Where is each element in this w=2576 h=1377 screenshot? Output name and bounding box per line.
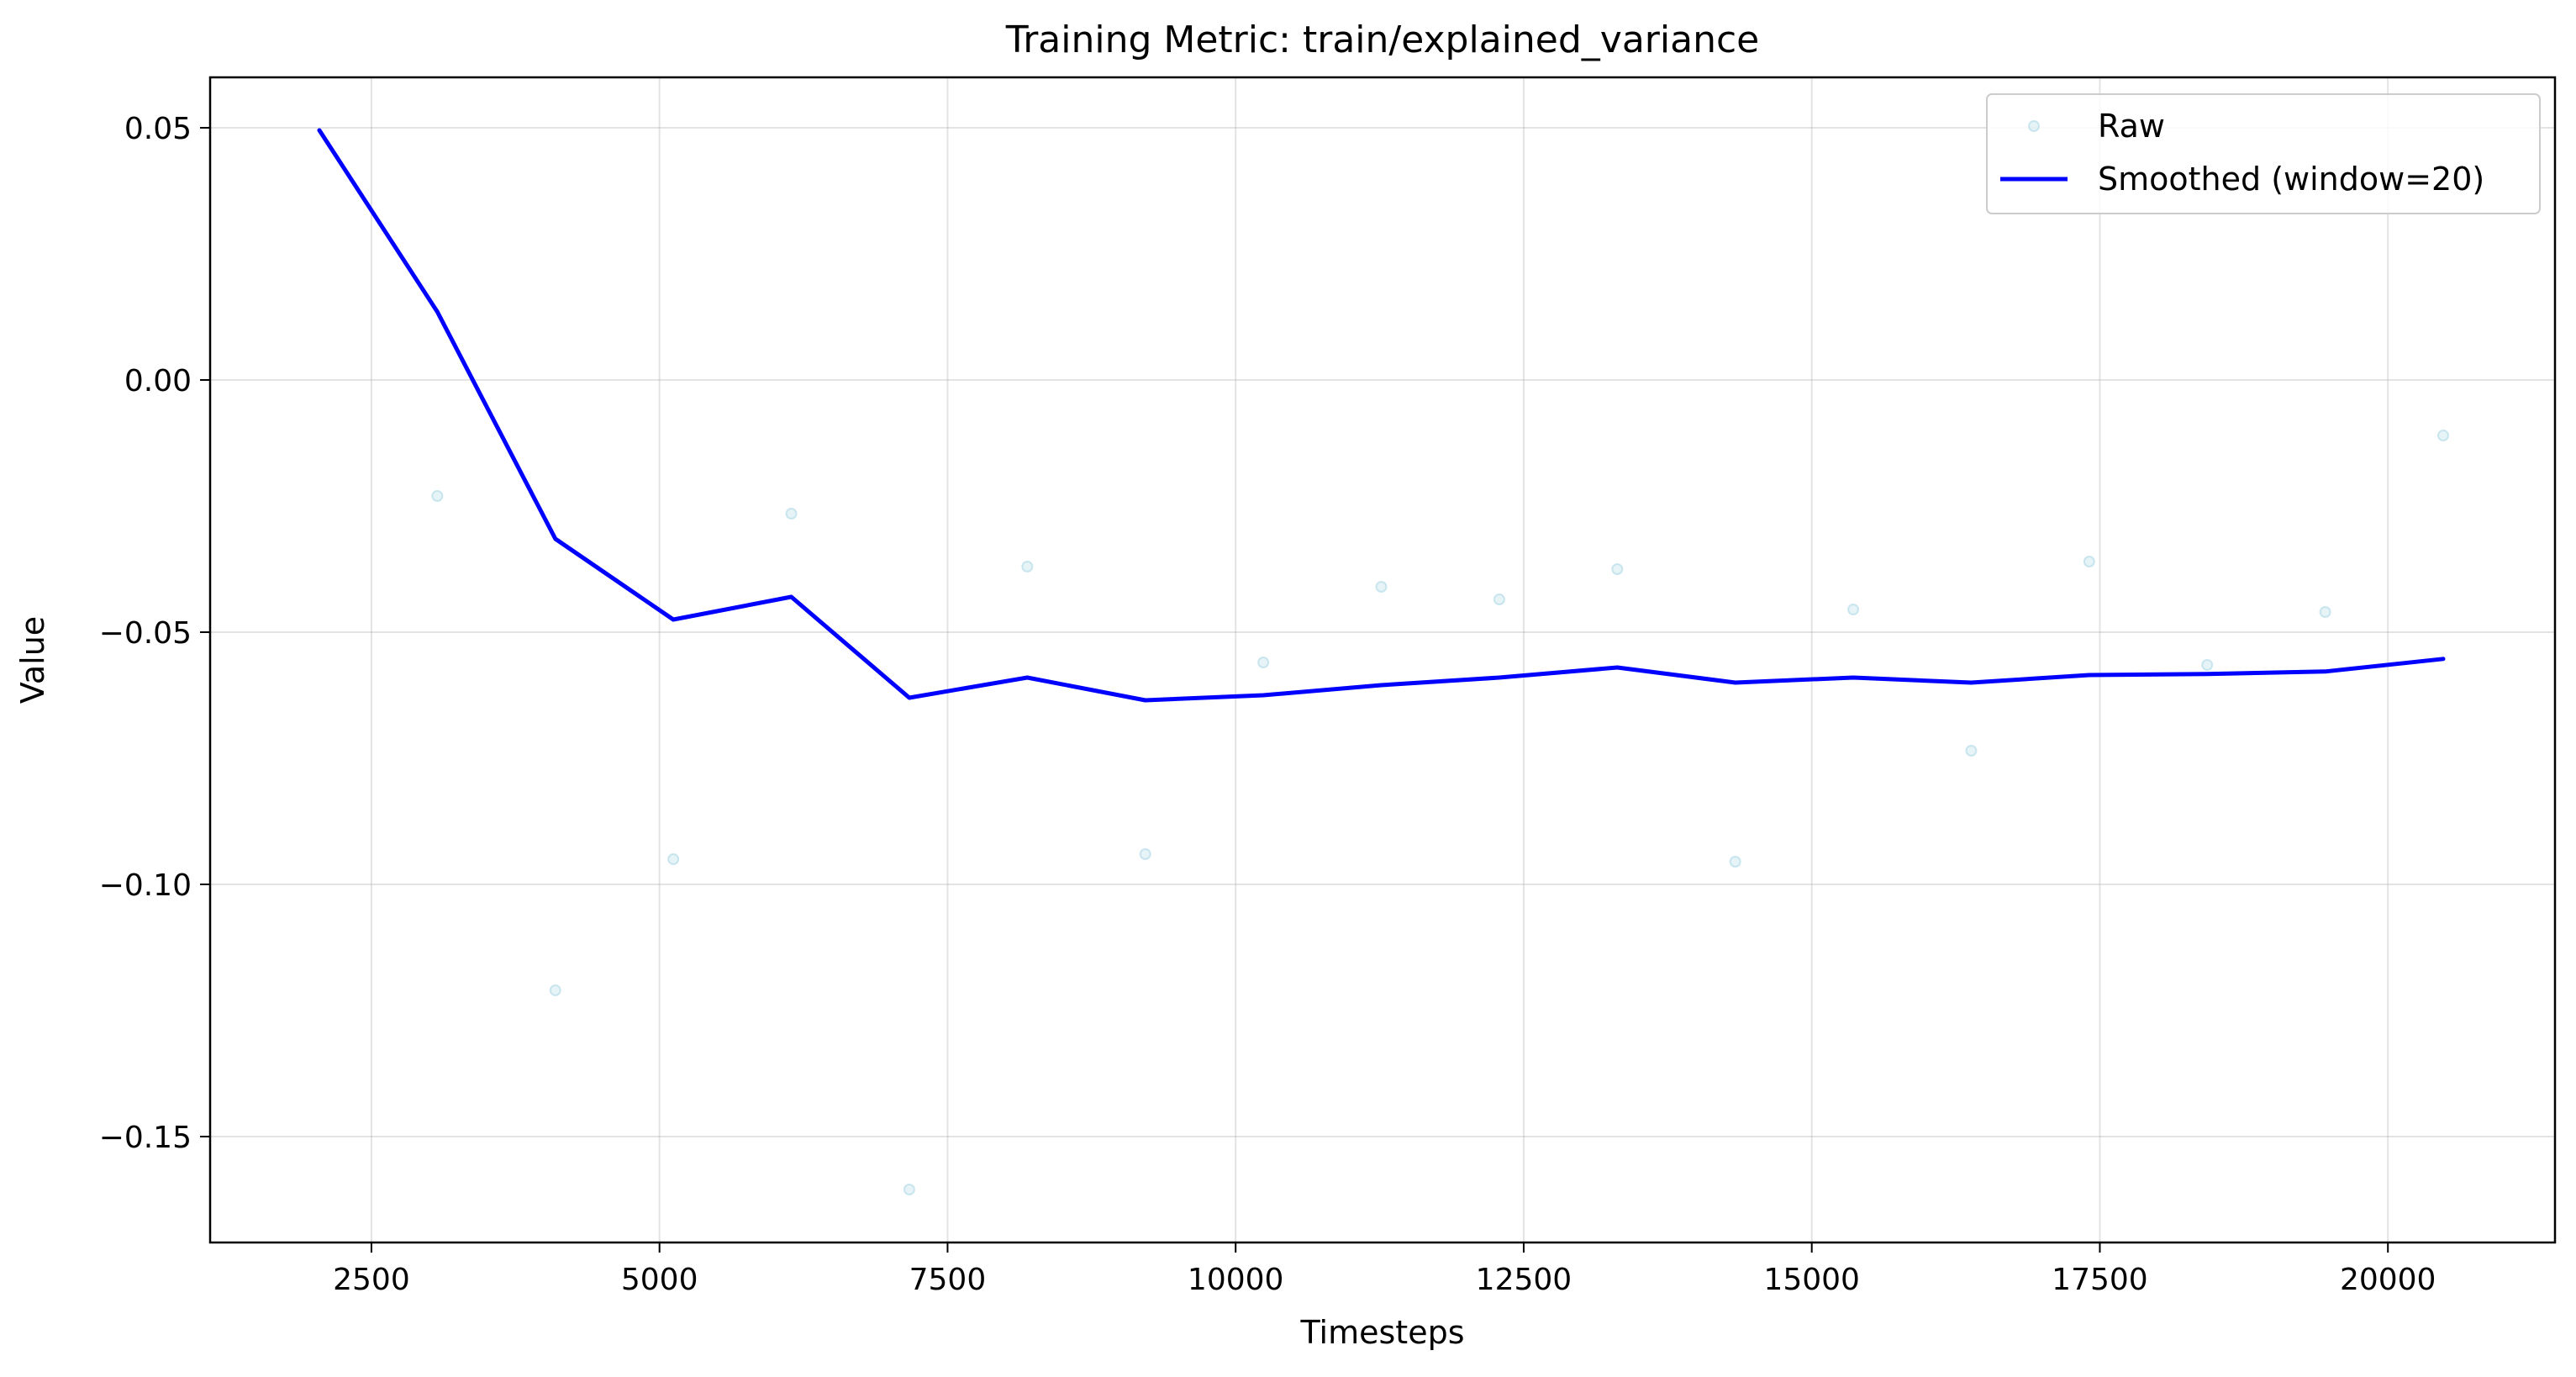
x-tick-label: 12500	[1476, 1263, 1572, 1297]
raw-data-point	[903, 1184, 915, 1195]
chart-title: Training Metric: train/explained_varianc…	[1005, 18, 1759, 61]
grid	[210, 77, 2555, 1242]
legend-box	[1986, 93, 2541, 214]
smoothed-line	[317, 128, 2446, 703]
x-tick-label: 5000	[621, 1263, 698, 1297]
raw-data-point	[2437, 430, 2450, 441]
raw-data-point	[1375, 581, 1388, 593]
ticks: 2500 5000 7500 10000 12500 15000 17500 20000 0.0…	[99, 112, 2436, 1297]
y-tick-label: 0.00	[124, 364, 192, 398]
raw-data-point	[1139, 848, 1151, 860]
raw-data-point	[2083, 556, 2095, 567]
raw-data-point	[549, 984, 561, 996]
raw-data-point	[667, 853, 680, 865]
y-tick-label: −0.15	[99, 1121, 192, 1155]
x-axis-label: Timesteps	[1300, 1314, 1465, 1351]
raw-data-point	[1611, 563, 1624, 575]
raw-data-point	[2201, 659, 2214, 671]
x-tick-label: 2500	[333, 1263, 410, 1297]
raw-data-point	[2319, 606, 2331, 618]
x-tick-label: 7500	[909, 1263, 987, 1297]
legend: Raw Smoothed (window=20)	[1986, 93, 2541, 214]
legend-raw-marker	[2028, 120, 2040, 132]
y-tick-label: 0.05	[124, 112, 192, 146]
raw-data-point	[431, 490, 444, 502]
x-tick-label: 20000	[2340, 1263, 2436, 1297]
x-tick-label: 17500	[2052, 1263, 2148, 1297]
plot-area	[317, 128, 2450, 1195]
x-tick-label: 15000	[1763, 1263, 1860, 1297]
legend-smoothed-label: Smoothed (window=20)	[2098, 161, 2484, 198]
legend-raw-label: Raw	[2098, 108, 2165, 145]
y-axis-label: Value	[14, 616, 51, 704]
raw-data-point	[1729, 856, 1741, 868]
x-tick-label: 10000	[1188, 1263, 1284, 1297]
raw-data-point	[785, 508, 798, 520]
y-tick-label: −0.05	[99, 616, 192, 651]
raw-data-point	[1493, 594, 1505, 605]
raw-data-point	[1021, 561, 1034, 572]
raw-data-point	[1257, 657, 1270, 668]
axes-frame	[208, 76, 2557, 1244]
raw-data-point	[1847, 604, 1860, 615]
raw-data-point	[1965, 745, 1978, 757]
y-tick-label: −0.10	[99, 868, 192, 903]
